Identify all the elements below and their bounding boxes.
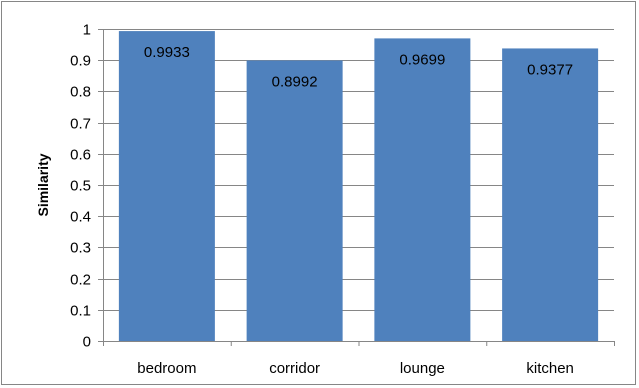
category-label-bedroom: bedroom — [137, 360, 196, 377]
bars — [118, 31, 599, 342]
y-axis-title: Similarity — [35, 153, 51, 216]
y-tick-label: 0.7 — [70, 116, 91, 133]
category-label-kitchen: kitchen — [526, 360, 574, 377]
y-tick-label: 1 — [83, 22, 91, 39]
y-tick-label: 0.8 — [70, 84, 91, 101]
bar-bedroom — [118, 31, 215, 342]
y-tick-label: 0.1 — [70, 303, 91, 320]
data-label-kitchen: 0.9377 — [527, 61, 573, 78]
y-tick-label: 0 — [83, 334, 91, 351]
category-label-lounge: lounge — [400, 360, 445, 377]
y-tick-label: 0.3 — [70, 240, 91, 257]
data-label-bedroom: 0.9933 — [144, 44, 190, 61]
y-tick-label: 0.4 — [70, 209, 91, 226]
y-tick-label: 0.2 — [70, 272, 91, 289]
bar-kitchen — [502, 48, 599, 342]
y-tick-label: 0.5 — [70, 178, 91, 195]
data-label-corridor: 0.8992 — [272, 73, 318, 90]
data-labels: 0.9933 0.8992 0.9699 0.9377 — [144, 44, 573, 90]
y-tick-labels: 0 0.1 0.2 0.3 0.4 0.5 0.6 0.7 0.8 0.9 1 — [70, 22, 91, 351]
y-tick-label: 0.6 — [70, 147, 91, 164]
data-label-lounge: 0.9699 — [399, 51, 445, 68]
y-tick-label: 0.9 — [70, 53, 91, 70]
bar-lounge — [374, 38, 471, 341]
category-labels: bedroom corridor lounge kitchen — [137, 360, 574, 377]
bar-corridor — [246, 60, 343, 342]
category-label-corridor: corridor — [269, 360, 320, 377]
